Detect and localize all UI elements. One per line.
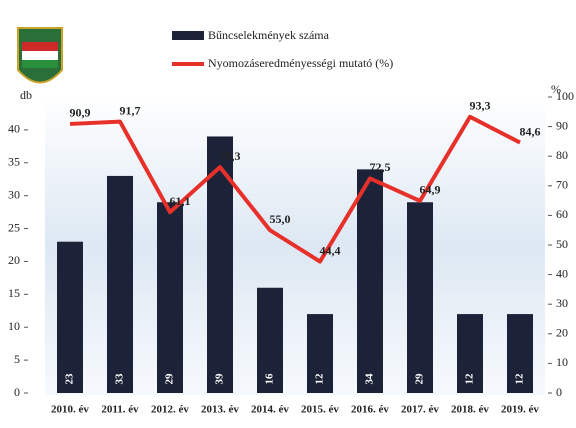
y-tick-label: 5 — [14, 352, 20, 366]
y-tick-label: 10 — [8, 319, 20, 333]
x-tick-label: 2012. év — [151, 404, 189, 416]
bar — [407, 202, 433, 393]
line-value-label: 93,3 — [470, 99, 491, 113]
y-tick-label: 30 — [8, 187, 20, 201]
y2-tick-label: 50 — [556, 237, 568, 251]
line-value-label: 84,6 — [520, 124, 541, 138]
bar-value-label: 12 — [514, 373, 526, 385]
bar-value-label: 23 — [64, 373, 76, 385]
y-tick-label: 25 — [8, 220, 20, 234]
y2-tick-label: 60 — [556, 207, 568, 221]
y-tick-label: 20 — [8, 253, 20, 267]
bar-value-label: 29 — [164, 373, 176, 385]
y2-tick-label: 80 — [556, 148, 568, 162]
bar-value-label: 33 — [114, 373, 126, 385]
line-value-label: 44,4 — [320, 243, 341, 257]
y-tick-label: 35 — [8, 155, 20, 169]
line-value-label: 90,9 — [70, 106, 91, 120]
line-value-label: 55,0 — [270, 212, 291, 226]
bar-value-label: 16 — [264, 373, 276, 385]
bar — [107, 175, 133, 393]
legend-label: Nyomozáseredményességi mutató (%) — [208, 56, 393, 70]
bar-value-label: 12 — [314, 373, 326, 385]
logo — [17, 27, 63, 84]
x-tick-label: 2015. év — [301, 404, 339, 416]
bar-value-label: 39 — [214, 373, 226, 385]
x-tick-label: 2016. év — [351, 404, 389, 416]
y2-tick-label: 90 — [556, 118, 568, 132]
bar — [257, 287, 283, 393]
x-tick-label: 2014. év — [251, 404, 289, 416]
bar — [307, 314, 333, 393]
bar-value-label: 34 — [364, 373, 376, 385]
x-tick-label: 2019. év — [501, 404, 539, 416]
legend-label: Bűncselekmények száma — [208, 28, 330, 42]
legend-swatch — [172, 31, 204, 40]
line-value-label: 91,7 — [120, 103, 141, 117]
x-tick-label: 2013. év — [201, 404, 239, 416]
line-value-label: 64,9 — [420, 183, 441, 197]
bar-value-label: 29 — [414, 373, 426, 385]
x-tick-label: 2011. év — [101, 404, 139, 416]
bar-value-label: 12 — [464, 373, 476, 385]
line — [69, 114, 521, 264]
line-value-label: 72,5 — [370, 160, 391, 174]
y2-tick-label: 10 — [556, 355, 568, 369]
bar — [157, 202, 183, 393]
x-tick-label: 2018. év — [451, 404, 489, 416]
bar — [357, 169, 383, 393]
y-tick-label: 0 — [14, 385, 20, 399]
y2-tick-label: 30 — [556, 296, 568, 310]
line-value-label: 76,3 — [220, 149, 241, 163]
y-axis-unit: db — [20, 88, 32, 102]
y2-tick-label: 0 — [556, 385, 562, 399]
y2-tick-label: 70 — [556, 178, 568, 192]
y2-tick-label: 40 — [556, 266, 568, 280]
y-tick-label: 40 — [8, 122, 20, 136]
bar — [457, 314, 483, 393]
bar — [507, 314, 533, 393]
line-value-label: 61,1 — [170, 194, 191, 208]
y2-axis-unit: % — [551, 82, 561, 96]
x-tick-label: 2017. év — [401, 404, 439, 416]
bar — [57, 241, 83, 393]
y-tick-label: 15 — [8, 286, 20, 300]
y2-tick-label: 20 — [556, 326, 568, 340]
x-tick-label: 2010. év — [51, 404, 89, 416]
y2-tick-label: 100 — [556, 89, 574, 103]
